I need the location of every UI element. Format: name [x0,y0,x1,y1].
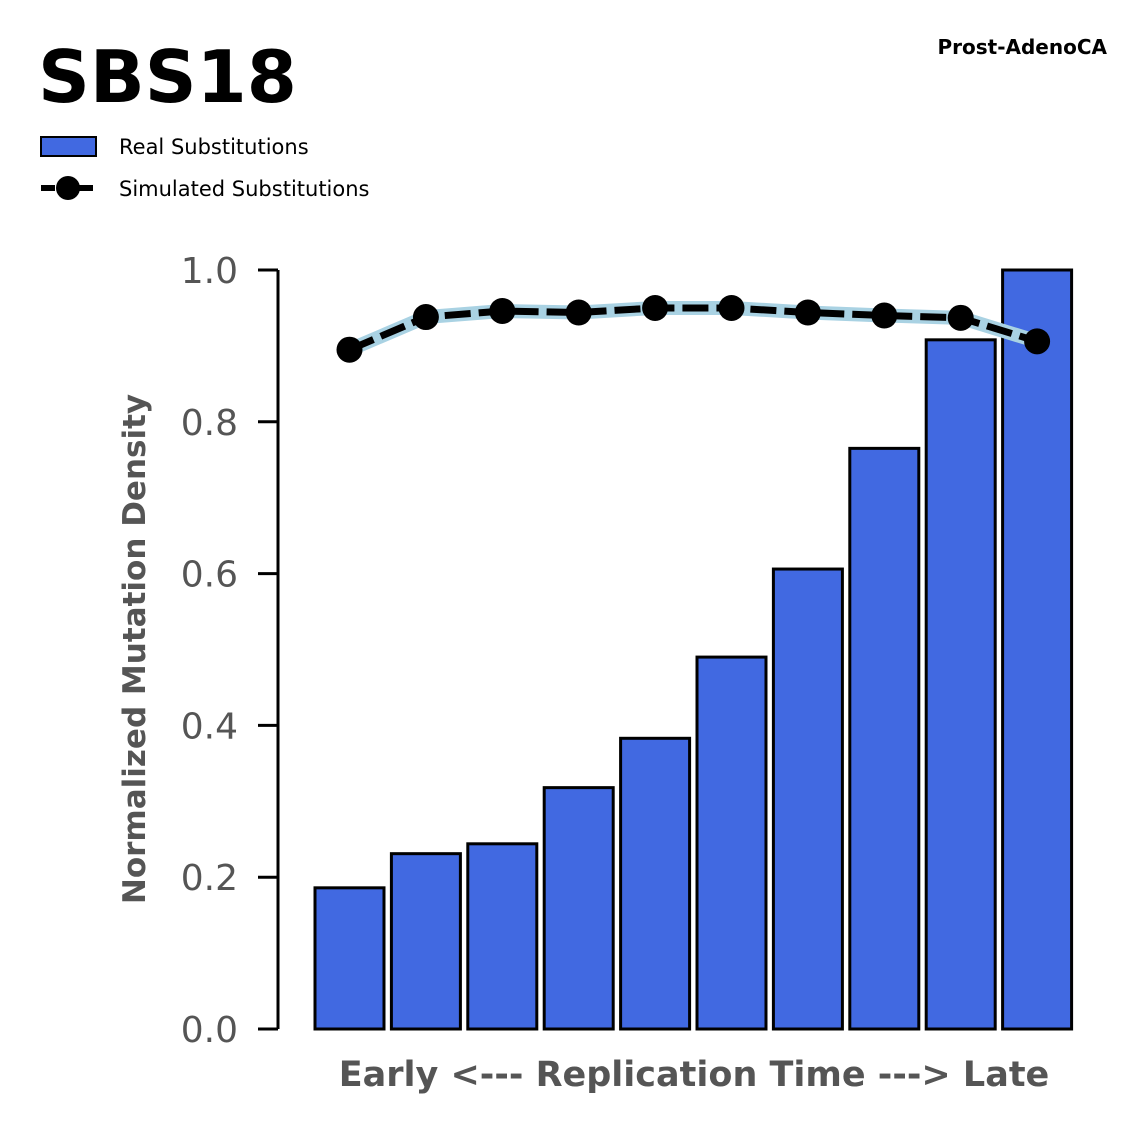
y-tick-label: 1.0 [181,251,238,292]
bar [619,736,692,1031]
bar [542,786,615,1031]
simulated-point [718,294,745,321]
legend-label-simulated: Simulated Substitutions [119,177,369,201]
y-tick-label: 0.8 [181,403,238,444]
y-tick-label: 0.2 [181,858,238,899]
bar [848,446,921,1031]
legend: Real Substitutions Simulated Substitutio… [40,135,369,201]
y-axis: 0.0 0.2 0.4 0.6 0.8 1.0 [181,251,280,1051]
y-axis-label: Normalized Mutation Density [117,394,153,904]
bar [924,338,997,1031]
bar [1001,268,1074,1031]
bar [771,567,844,1031]
bar [466,842,539,1031]
bar [389,852,462,1031]
x-axis-label: Early <--- Replication Time ---> Late [339,1055,1050,1095]
y-tick-label: 0.6 [181,555,238,596]
simulated-point [336,336,363,363]
y-ticks: 0.0 0.2 0.4 0.6 0.8 1.0 [181,251,278,1051]
simulated-series-line [348,304,1039,353]
legend-marker-swatch [56,176,80,200]
y-tick-label: 0.4 [181,706,238,747]
simulated-point [642,294,669,321]
simulated-point [565,299,592,326]
bar [313,886,386,1031]
simulated-point [947,304,974,331]
simulated-point [1024,328,1051,355]
simulated-line [336,294,1051,363]
bars [313,268,1074,1031]
simulated-point [794,299,821,326]
y-tick-label: 0.0 [181,1010,238,1051]
bar [695,655,768,1031]
simulated-point [489,297,516,324]
simulated-point [871,302,898,329]
legend-label-real: Real Substitutions [119,135,309,159]
simulated-point [412,304,439,331]
legend-bar-swatch [40,136,97,157]
chart-title: SBS18 [38,35,297,119]
chart-subtitle: Prost-AdenoCA [937,35,1107,59]
